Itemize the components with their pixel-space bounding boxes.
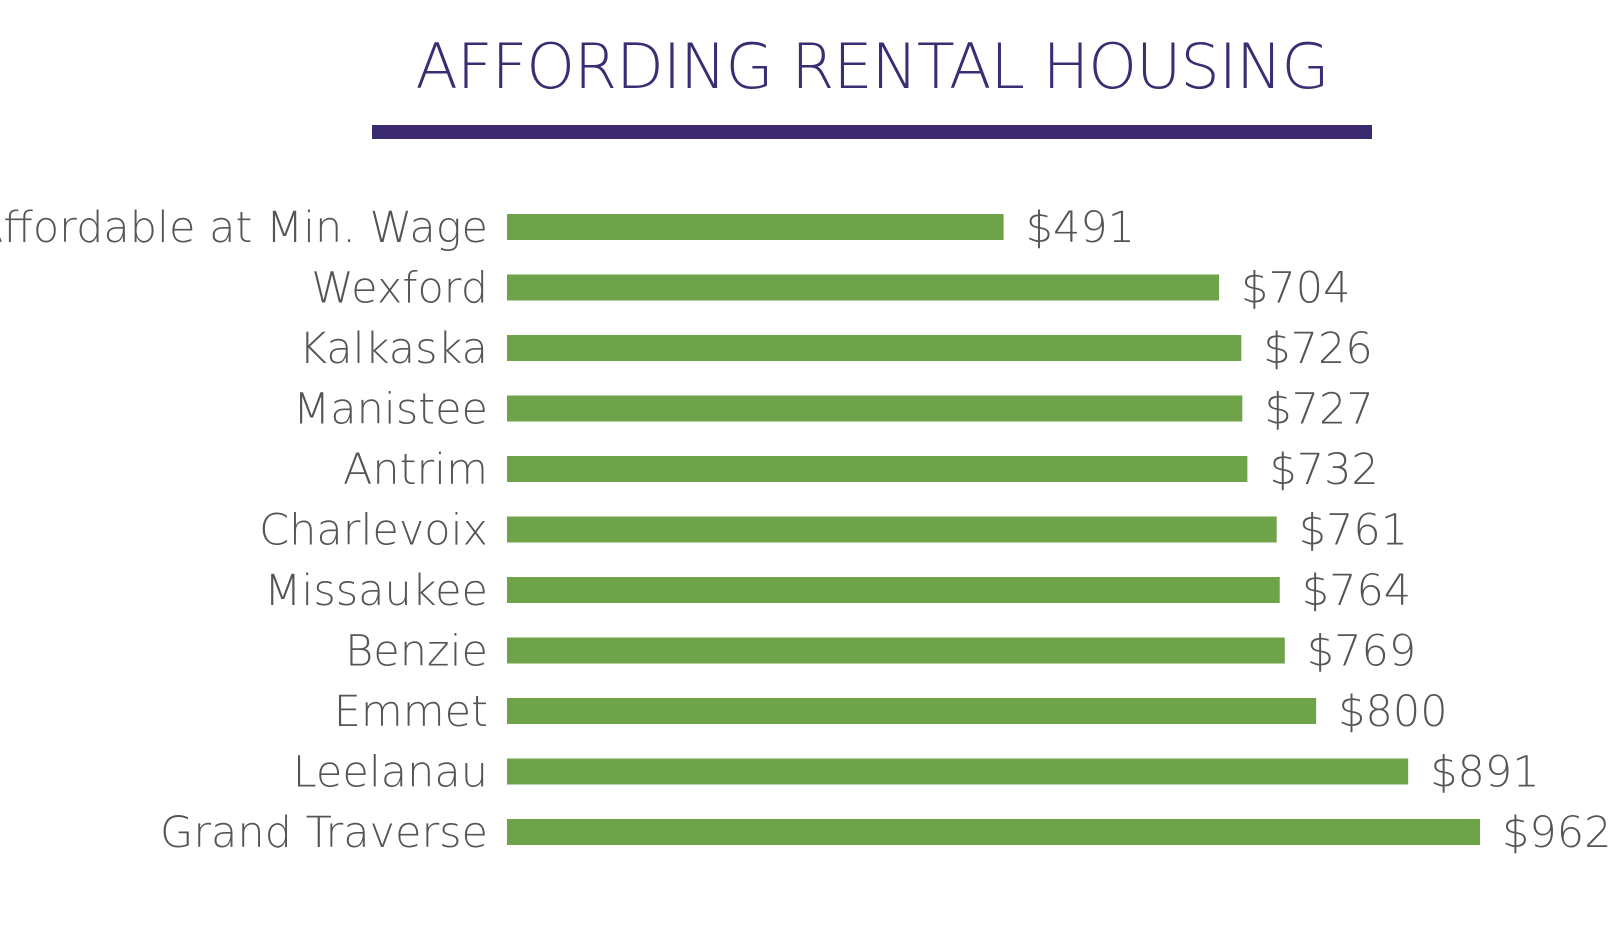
value-label: $962 xyxy=(1502,808,1611,858)
bar xyxy=(507,456,1248,482)
category-label: Antrim xyxy=(343,445,488,495)
category-label: Affordable at Min. Wage xyxy=(0,203,488,253)
bar xyxy=(507,758,1409,785)
category-label: Grand Traverse xyxy=(160,808,488,858)
category-label: Wexford xyxy=(311,264,488,314)
bar xyxy=(507,819,1480,845)
title-underline xyxy=(372,125,1372,139)
bar xyxy=(507,698,1317,724)
value-label: $800 xyxy=(1338,687,1447,737)
bar xyxy=(507,335,1242,361)
chart-title: AFFORDING RENTAL HOUSING xyxy=(415,30,1330,103)
value-label: $726 xyxy=(1263,324,1372,374)
bar xyxy=(507,516,1277,543)
bar xyxy=(507,214,1004,240)
category-label: Missaukee xyxy=(264,566,488,616)
value-label: $761 xyxy=(1299,506,1408,556)
category-label: Kalkaska xyxy=(299,324,488,374)
category-label: Emmet xyxy=(334,687,488,737)
value-label: $727 xyxy=(1264,385,1373,435)
bar xyxy=(507,637,1285,664)
category-label: Manistee xyxy=(293,385,488,435)
bar xyxy=(507,577,1280,603)
value-label: $491 xyxy=(1026,203,1135,253)
bar xyxy=(507,274,1220,301)
value-label: $891 xyxy=(1430,748,1539,798)
value-label: $704 xyxy=(1241,264,1350,314)
category-label: Benzie xyxy=(345,627,488,677)
value-label: $732 xyxy=(1269,445,1378,495)
value-label: $764 xyxy=(1302,566,1411,616)
category-label: Leelanau xyxy=(293,748,488,798)
bar xyxy=(507,395,1243,422)
value-label: $769 xyxy=(1307,627,1416,677)
category-label: Charlevoix xyxy=(259,506,488,556)
